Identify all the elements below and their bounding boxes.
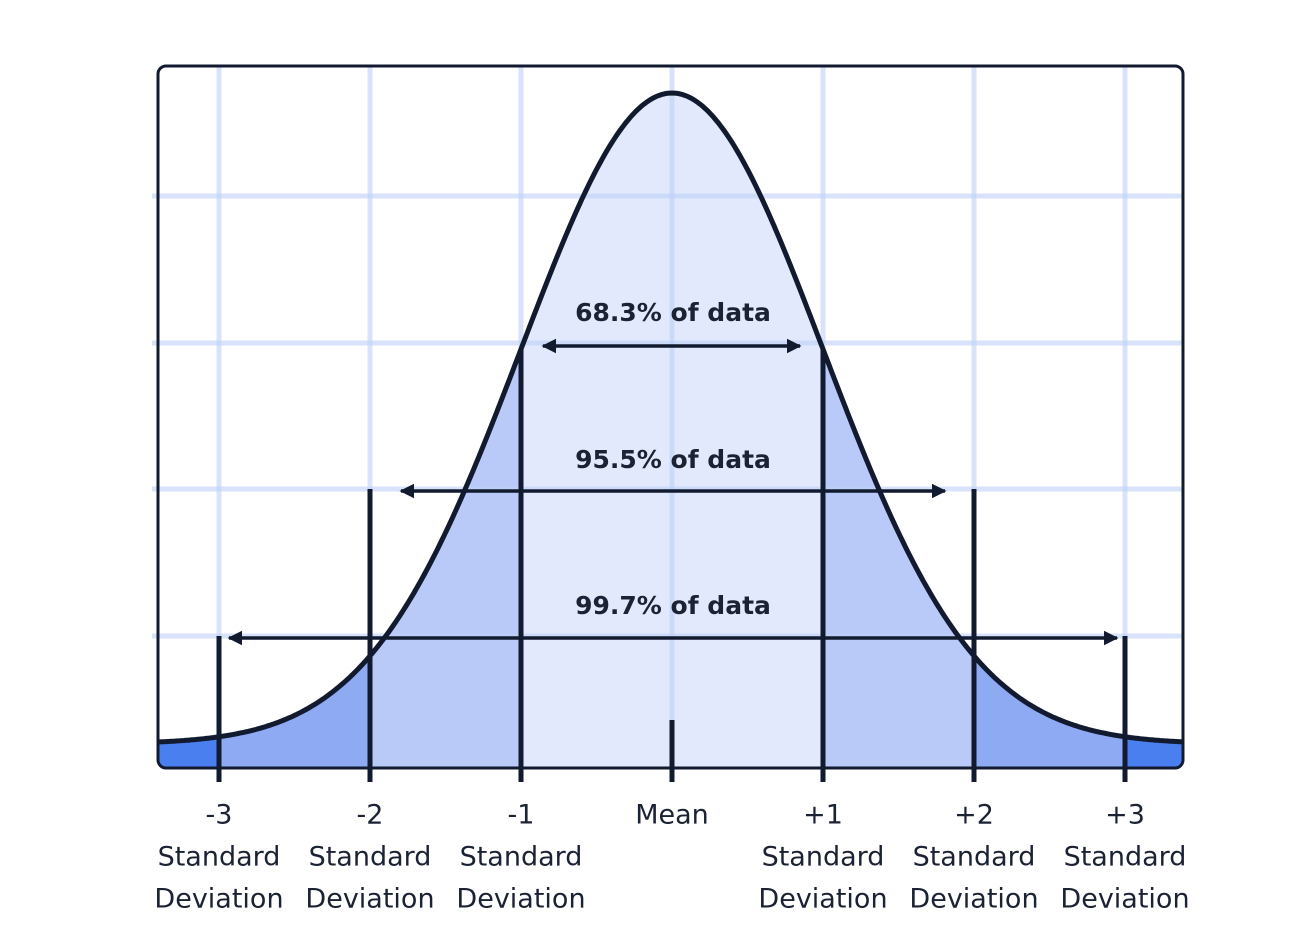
axis-labels: -3 Standard Deviation -2 Standard Deviation -1… [154,800,1189,915]
axis-label: Deviation [1060,884,1189,915]
annotation: 68.3% of data [575,298,771,327]
region [1125,736,1183,768]
axis-label: +2 [954,800,994,831]
region [823,349,974,768]
axis-label: Mean [635,800,709,831]
axis-label: +1 [803,800,843,831]
axis-label: Standard [158,842,281,873]
deviation-lines [216,349,1128,782]
axis-label: Deviation [909,884,1038,915]
axis-label: Deviation [758,884,887,915]
axis-label: -1 [508,800,535,831]
axis-label: -3 [206,800,233,831]
axis-label: Standard [762,842,885,873]
region [219,655,370,768]
axis-label: +3 [1105,800,1145,831]
region [370,349,521,768]
annotation: 95.5% of data [575,445,771,474]
axis-label: -2 [357,800,384,831]
axis-label: Standard [309,842,432,873]
axis-label: Standard [913,842,1036,873]
axis-label: Deviation [154,884,283,915]
axis-label: Standard [460,842,583,873]
arrows [227,338,1119,646]
axis-label: Standard [1064,842,1187,873]
region [158,736,219,768]
axis-label: Deviation [305,884,434,915]
axis-label: Deviation [456,884,585,915]
annotation: 99.7% of data [575,591,771,620]
bell-curve [158,90,1183,745]
region [974,655,1125,768]
